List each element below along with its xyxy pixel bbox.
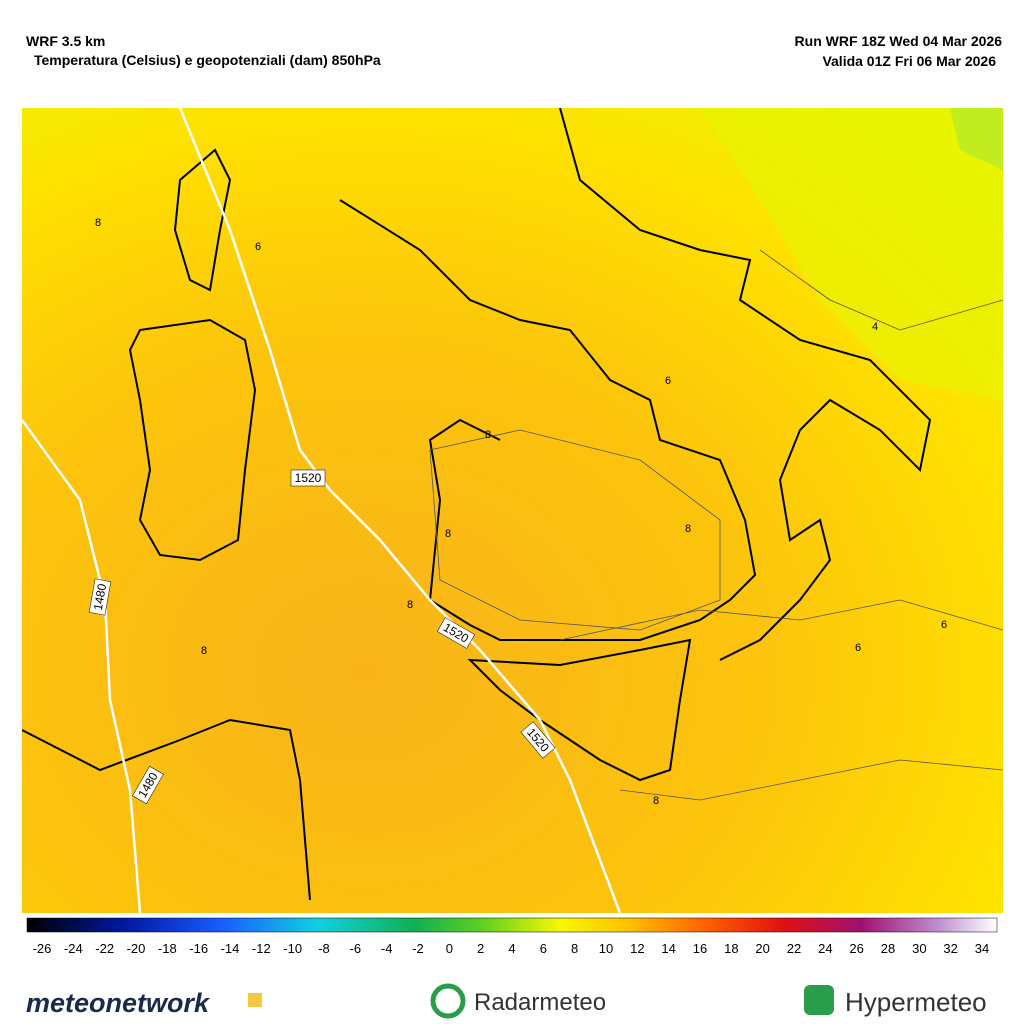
logo-icon xyxy=(430,983,466,1019)
contour-label-box xyxy=(132,765,164,805)
contour-label: 8 xyxy=(407,599,413,611)
colorbar-label: 22 xyxy=(787,941,801,956)
colorbar-label: 30 xyxy=(912,941,926,956)
colorbar xyxy=(26,917,998,933)
colorbar-label: 32 xyxy=(943,941,957,956)
colorbar-label: 24 xyxy=(818,941,832,956)
colorbar-label: 20 xyxy=(755,941,769,956)
colorbar-label: -22 xyxy=(95,941,114,956)
model-title: WRF 3.5 km xyxy=(26,33,106,49)
logo-meteonetwork: meteonetwork xyxy=(26,988,211,1018)
colorbar-label: -10 xyxy=(283,941,302,956)
colorbar-label: 6 xyxy=(540,941,547,956)
temperature-contours xyxy=(429,249,1003,801)
contour-label: 8 xyxy=(485,429,491,441)
field-title: Temperatura (Celsius) e geopotenziali (d… xyxy=(34,52,381,68)
contour-label-box xyxy=(290,469,326,487)
colorbar-label: -6 xyxy=(350,941,362,956)
valid-time: Valida 01Z Fri 06 Mar 2026 xyxy=(822,53,996,69)
colorbar-label: 4 xyxy=(508,941,515,956)
colorbar-label: -2 xyxy=(412,941,424,956)
colorbar-label: -20 xyxy=(127,941,146,956)
contour-label-box xyxy=(520,721,556,759)
colorbar-label: -24 xyxy=(64,941,83,956)
contour-label: 4 xyxy=(872,321,878,333)
colorbar-label: 18 xyxy=(724,941,738,956)
contour-label: 6 xyxy=(941,619,947,631)
logo-icon xyxy=(804,985,834,1015)
contour-label: 8 xyxy=(445,528,451,540)
coastlines xyxy=(22,108,932,901)
contour-label: 6 xyxy=(255,241,261,253)
logo-mark xyxy=(248,993,262,1007)
contour-label-box xyxy=(436,617,476,649)
contour-label: 8 xyxy=(653,795,659,807)
colorbar-label: 16 xyxy=(693,941,707,956)
contour-label: 6 xyxy=(855,642,861,654)
colorbar-label: 14 xyxy=(661,941,675,956)
contour-label: 1480 xyxy=(91,582,109,611)
cool-area xyxy=(700,108,1003,400)
contour-label: 8 xyxy=(95,217,101,229)
colorbar-label: 2 xyxy=(477,941,484,956)
colorbar-label: 34 xyxy=(975,941,989,956)
colorbar-label: -12 xyxy=(252,941,271,956)
colorbar-label: 10 xyxy=(599,941,613,956)
colorbar-label: 12 xyxy=(630,941,644,956)
geopotential-contours xyxy=(22,108,622,913)
colorbar-label: -16 xyxy=(189,941,208,956)
logo-radarmeteo: Radarmeteo xyxy=(474,989,606,1016)
colorbar-label: 26 xyxy=(849,941,863,956)
contour-label: 1520 xyxy=(295,471,322,485)
colorbar-label: -8 xyxy=(318,941,330,956)
cool-area xyxy=(950,108,1003,170)
colorbar-label: -26 xyxy=(33,941,52,956)
contour-label: 8 xyxy=(201,645,207,657)
colorbar-label: -18 xyxy=(158,941,177,956)
colorbar-label: 28 xyxy=(881,941,895,956)
contour-label-box xyxy=(88,578,112,616)
colorbar-label: 0 xyxy=(446,941,453,956)
contour-label: 8 xyxy=(685,523,691,535)
colorbar-label: 8 xyxy=(571,941,578,956)
run-time: Run WRF 18Z Wed 04 Mar 2026 xyxy=(794,33,1002,49)
colorbar-label: -14 xyxy=(221,941,240,956)
logo-hypermeteo: Hypermeteo xyxy=(845,987,987,1017)
colorbar-label: -4 xyxy=(381,941,393,956)
contour-label: 6 xyxy=(665,375,671,387)
map xyxy=(22,108,1003,913)
